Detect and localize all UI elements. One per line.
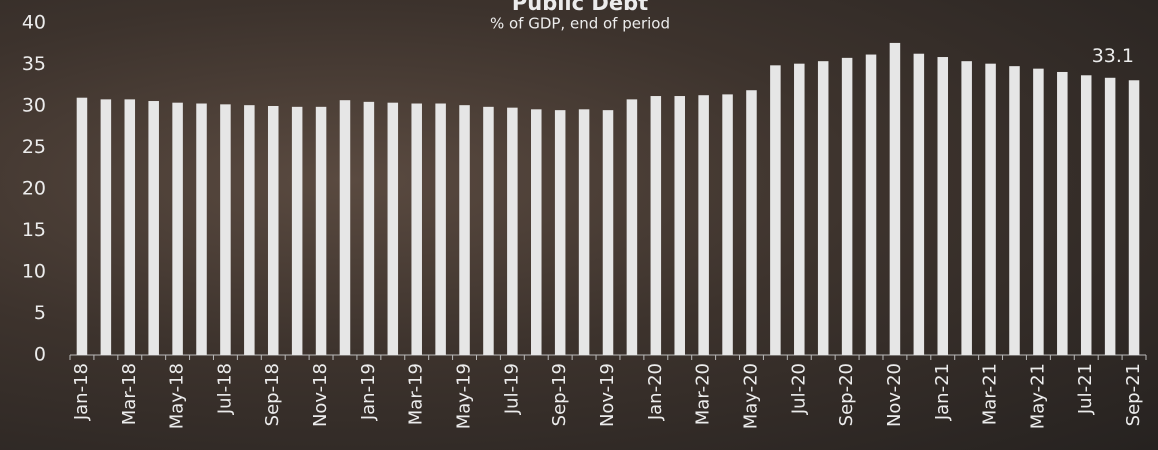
bar bbox=[1009, 66, 1020, 355]
x-tick-label: Sep-21 bbox=[1123, 363, 1144, 426]
bar bbox=[1081, 75, 1092, 355]
bar bbox=[196, 104, 207, 355]
chart: Public Debt % of GDP, end of period 0 5 10… bbox=[0, 0, 1158, 450]
bar bbox=[651, 96, 662, 355]
bar bbox=[340, 100, 351, 355]
y-tick-label: 20 bbox=[22, 178, 46, 200]
bar bbox=[388, 103, 399, 355]
x-tick-label: Sep-19 bbox=[549, 363, 570, 426]
y-tick-label: 35 bbox=[22, 53, 46, 75]
bar bbox=[818, 61, 829, 355]
bar bbox=[316, 107, 327, 355]
data-label: 33.1 bbox=[1092, 45, 1134, 67]
bar bbox=[746, 90, 757, 355]
bar bbox=[555, 110, 566, 355]
x-tick-label: Mar-20 bbox=[693, 363, 714, 425]
bar bbox=[794, 64, 805, 355]
bar bbox=[627, 99, 638, 355]
bar bbox=[148, 101, 159, 355]
bar bbox=[172, 103, 183, 355]
bar bbox=[961, 61, 972, 355]
bar bbox=[531, 109, 542, 355]
bar bbox=[674, 96, 685, 355]
x-tick-label: Sep-18 bbox=[262, 363, 283, 426]
x-tick-label: Jan-19 bbox=[358, 363, 379, 421]
y-tick-label: 30 bbox=[22, 95, 46, 117]
bar bbox=[1129, 80, 1140, 355]
bar bbox=[842, 58, 853, 355]
bar bbox=[1033, 69, 1044, 355]
x-tick-label: Jan-18 bbox=[71, 363, 92, 421]
bar bbox=[866, 55, 877, 355]
x-tick-label: May-18 bbox=[167, 363, 188, 429]
x-tick-label: Mar-18 bbox=[119, 363, 140, 425]
bar bbox=[244, 105, 255, 355]
x-tick-label: Sep-20 bbox=[836, 363, 857, 426]
bar bbox=[268, 106, 279, 355]
y-tick-label: 5 bbox=[34, 302, 46, 324]
x-tick-label: Jul-18 bbox=[214, 363, 235, 415]
x-tick-label: Jul-19 bbox=[501, 363, 522, 415]
bar bbox=[435, 104, 446, 355]
bar bbox=[101, 99, 112, 355]
bar bbox=[603, 110, 614, 355]
chart-title: Public Debt bbox=[512, 0, 648, 15]
x-tick-label: Jan-21 bbox=[932, 363, 953, 421]
bar bbox=[1105, 78, 1116, 355]
bar bbox=[937, 57, 948, 355]
bar bbox=[292, 107, 303, 355]
y-tick-label: 15 bbox=[22, 219, 46, 241]
bar bbox=[770, 65, 781, 355]
x-tick-label: Nov-20 bbox=[884, 363, 905, 427]
bar bbox=[125, 99, 136, 355]
y-tick-label: 10 bbox=[22, 261, 46, 283]
y-tick-label: 25 bbox=[22, 136, 46, 158]
bar bbox=[411, 104, 422, 355]
page: Public Debt % of GDP, end of period 0 5 10… bbox=[0, 0, 1158, 450]
x-tick-label: Jul-20 bbox=[788, 363, 809, 415]
y-tick-label: 0 bbox=[34, 344, 46, 366]
bar bbox=[507, 108, 518, 355]
bar bbox=[459, 105, 470, 355]
bar bbox=[364, 102, 375, 355]
x-tick-label: Nov-19 bbox=[597, 363, 618, 427]
chart-subtitle: % of GDP, end of period bbox=[490, 15, 670, 33]
x-tick-label: May-20 bbox=[740, 363, 761, 429]
bar bbox=[914, 54, 925, 355]
x-tick-label: Mar-19 bbox=[406, 363, 427, 425]
x-tick-label: Mar-21 bbox=[980, 363, 1001, 425]
bar bbox=[579, 109, 590, 355]
bar bbox=[890, 43, 901, 355]
bar bbox=[722, 94, 733, 355]
bar bbox=[1057, 72, 1068, 355]
x-tick-label: May-21 bbox=[1027, 363, 1048, 429]
x-tick-label: Jan-20 bbox=[645, 363, 666, 421]
x-tick-label: May-19 bbox=[454, 363, 475, 429]
bar bbox=[483, 107, 494, 355]
bar bbox=[698, 95, 709, 355]
bar bbox=[985, 64, 996, 355]
x-tick-label: Jul-21 bbox=[1075, 363, 1096, 415]
bar bbox=[77, 98, 88, 355]
x-tick-label: Nov-18 bbox=[310, 363, 331, 427]
bar bbox=[220, 104, 231, 355]
y-tick-label: 40 bbox=[22, 12, 46, 34]
